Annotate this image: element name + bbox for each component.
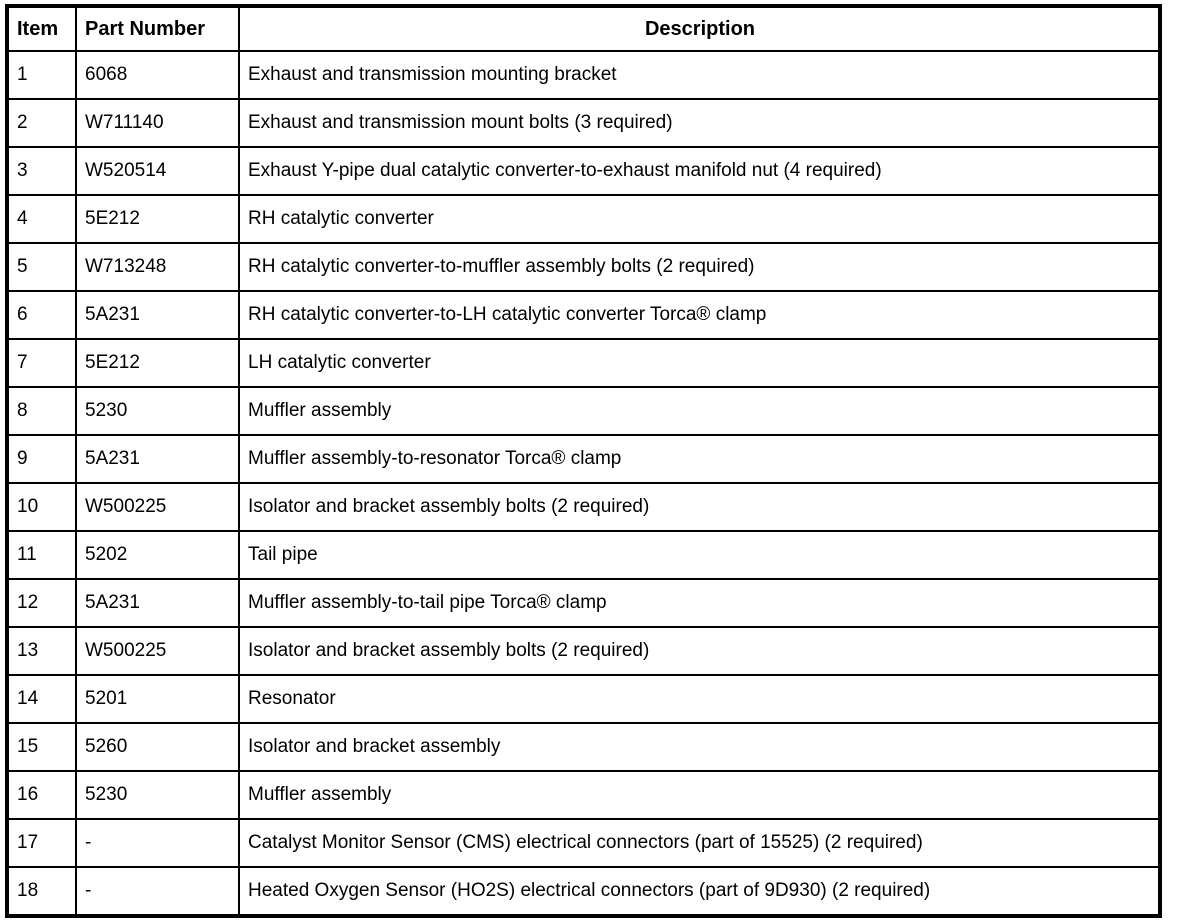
- table-row: 15 5260 Isolator and bracket assembly: [6, 722, 1161, 772]
- part-number-cell: 5201: [75, 674, 240, 724]
- item-cell: 7: [6, 338, 77, 388]
- item-cell: 8: [6, 386, 77, 436]
- part-number-cell: -: [75, 866, 240, 917]
- item-cell: 4: [6, 194, 77, 244]
- description-cell: Isolator and bracket assembly bolts (2 r…: [238, 626, 1161, 676]
- description-cell: Exhaust and transmission mount bolts (3 …: [238, 98, 1161, 148]
- description-cell: Muffler assembly: [238, 770, 1161, 820]
- part-number-cell: 5A231: [75, 434, 240, 484]
- table-row: 5 W713248 RH catalytic converter-to-muffle…: [6, 242, 1161, 292]
- table-row: 6 5A231 RH catalytic converter-to-LH catal…: [6, 290, 1161, 340]
- part-number-cell: 5E212: [75, 338, 240, 388]
- part-number-cell: 5A231: [75, 290, 240, 340]
- part-number-cell: 5E212: [75, 194, 240, 244]
- item-cell: 16: [6, 770, 77, 820]
- description-cell: RH catalytic converter-to-LH catalytic c…: [238, 290, 1161, 340]
- item-cell: 5: [6, 242, 77, 292]
- item-cell: 9: [6, 434, 77, 484]
- description-cell: Catalyst Monitor Sensor (CMS) electrical…: [238, 818, 1161, 868]
- part-number-cell: -: [75, 818, 240, 868]
- item-cell: 2: [6, 98, 77, 148]
- description-cell: Isolator and bracket assembly: [238, 722, 1161, 772]
- table-row: 18- Heated Oxygen Sensor (HO2S) electrica…: [6, 866, 1161, 917]
- part-number-cell: 5A231: [75, 578, 240, 628]
- description-cell: Tail pipe: [238, 530, 1161, 580]
- table-row: 11 5202 Tail pipe: [6, 530, 1161, 580]
- item-cell: 11: [6, 530, 77, 580]
- description-cell: Muffler assembly-to-tail pipe Torca® cla…: [238, 578, 1161, 628]
- table-row: 10 W500225 Isolator and bracket assembly b…: [6, 482, 1161, 532]
- part-number-cell: W500225: [75, 482, 240, 532]
- item-cell: 1: [6, 50, 77, 100]
- header-description: Description: [238, 5, 1161, 52]
- part-number-cell: W500225: [75, 626, 240, 676]
- item-cell: 15: [6, 722, 77, 772]
- item-cell: 14: [6, 674, 77, 724]
- description-cell: Heated Oxygen Sensor (HO2S) electrical c…: [238, 866, 1161, 917]
- table-row: 7 5E212 LH catalytic converter: [6, 338, 1161, 388]
- description-cell: Exhaust Y-pipe dual catalytic converter-…: [238, 146, 1161, 196]
- description-cell: Resonator: [238, 674, 1161, 724]
- description-cell: Muffler assembly-to-resonator Torca® cla…: [238, 434, 1161, 484]
- table-row: 13 W500225 Isolator and bracket assembly b…: [6, 626, 1161, 676]
- item-cell: 6: [6, 290, 77, 340]
- part-number-cell: 5230: [75, 770, 240, 820]
- description-cell: LH catalytic converter: [238, 338, 1161, 388]
- header-part-number: Part Number: [75, 5, 240, 52]
- item-cell: 17: [6, 818, 77, 868]
- item-cell: 10: [6, 482, 77, 532]
- description-cell: Exhaust and transmission mounting bracke…: [238, 50, 1161, 100]
- header-item: Item: [6, 5, 77, 52]
- item-cell: 18: [6, 866, 77, 917]
- table-row: 3 W520514 Exhaust Y-pipe dual catalytic co…: [6, 146, 1161, 196]
- parts-table: Item Part Number Description 1 6068 Exhaus…: [5, 4, 1162, 918]
- table-row: 2 W711140 Exhaust and transmission mount b…: [6, 98, 1161, 148]
- table-row: 16 5230 Muffler assembly: [6, 770, 1161, 820]
- description-cell: RH catalytic converter: [238, 194, 1161, 244]
- table-row: 1 6068 Exhaust and transmission mounting b…: [6, 50, 1161, 100]
- part-number-cell: W711140: [75, 98, 240, 148]
- table-row: 12 5A231 Muffler assembly-to-tail pipe Tor…: [6, 578, 1161, 628]
- item-cell: 3: [6, 146, 77, 196]
- table-row: 17- Catalyst Monitor Sensor (CMS) electri…: [6, 818, 1161, 868]
- parts-table-body: 1 6068 Exhaust and transmission mounting b…: [6, 50, 1161, 917]
- table-row: 14 5201 Resonator: [6, 674, 1161, 724]
- item-cell: 13: [6, 626, 77, 676]
- table-row: 8 5230 Muffler assembly: [6, 386, 1161, 436]
- description-cell: RH catalytic converter-to-muffler assemb…: [238, 242, 1161, 292]
- table-row: 9 5A231 Muffler assembly-to-resonator Torc…: [6, 434, 1161, 484]
- part-number-cell: 5202: [75, 530, 240, 580]
- part-number-cell: 5260: [75, 722, 240, 772]
- header-row: Item Part Number Description: [6, 5, 1161, 52]
- part-number-cell: 6068: [75, 50, 240, 100]
- part-number-cell: W713248: [75, 242, 240, 292]
- item-cell: 12: [6, 578, 77, 628]
- description-cell: Muffler assembly: [238, 386, 1161, 436]
- part-number-cell: 5230: [75, 386, 240, 436]
- description-cell: Isolator and bracket assembly bolts (2 r…: [238, 482, 1161, 532]
- table-row: 4 5E212 RH catalytic converter: [6, 194, 1161, 244]
- part-number-cell: W520514: [75, 146, 240, 196]
